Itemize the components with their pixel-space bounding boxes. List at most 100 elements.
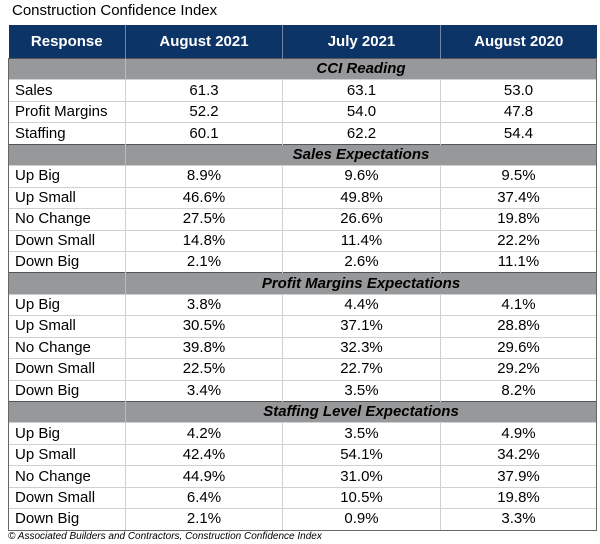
table-cell: 37.9% [440, 465, 597, 488]
table-cell: 4.1% [440, 293, 597, 316]
table-row: Down Big 2.1% 0.9% 3.3% [8, 508, 597, 531]
table-cell: 46.6% [125, 186, 283, 209]
section-row: Staffing Level Expectations [8, 400, 597, 423]
table-cell: 3.3% [440, 508, 597, 531]
table-cell: 54.1% [282, 443, 441, 466]
table-row: No Change 39.8% 32.3% 29.6% [8, 336, 597, 359]
table-cell: 19.8% [440, 208, 597, 230]
section-label: Profit Margins Expectations [125, 272, 597, 295]
header-august-2021: August 2021 [125, 25, 283, 59]
row-label: No Change [8, 208, 126, 230]
table-cell: 9.5% [440, 165, 597, 188]
table-cell: 32.3% [282, 336, 441, 359]
section-spacer [8, 272, 126, 295]
table-cell: 44.9% [125, 465, 283, 488]
table-cell: 37.4% [440, 186, 597, 209]
table-cell: 63.1 [282, 79, 441, 102]
table-row: Up Big 8.9% 9.6% 9.5% [8, 165, 597, 188]
header-response: Response [8, 25, 126, 59]
table-cell: 8.2% [440, 379, 597, 402]
header-july-2021: July 2021 [282, 25, 441, 59]
table-cell: 9.6% [282, 165, 441, 188]
table-cell: 37.1% [282, 315, 441, 338]
table-cell: 34.2% [440, 443, 597, 466]
cci-table: Response August 2021 July 2021 August 20… [8, 25, 597, 531]
copyright-footer: © Associated Builders and Contractors, C… [8, 531, 322, 542]
row-label: Down Small [8, 486, 126, 509]
table-row: Down Small 14.8% 11.4% 22.2% [8, 229, 597, 252]
header-row: Response August 2021 July 2021 August 20… [8, 25, 597, 59]
table-cell: 31.0% [282, 465, 441, 488]
table-cell: 8.9% [125, 165, 283, 188]
table-row: Down Small 6.4% 10.5% 19.8% [8, 486, 597, 509]
section-spacer [8, 57, 126, 80]
table-cell: 62.2 [282, 122, 441, 145]
table-cell: 54.4 [440, 122, 597, 145]
table-cell: 2.1% [125, 508, 283, 531]
table-cell: 2.6% [282, 250, 441, 273]
row-label: Sales [8, 79, 126, 102]
section-row: Profit Margins Expectations [8, 272, 597, 295]
table-cell: 19.8% [440, 486, 597, 509]
table-row: Down Big 2.1% 2.6% 11.1% [8, 250, 597, 273]
table-row: No Change 44.9% 31.0% 37.9% [8, 465, 597, 488]
table-cell: 47.8 [440, 100, 597, 123]
table-row: Up Big 4.2% 3.5% 4.9% [8, 422, 597, 445]
table-cell: 6.4% [125, 486, 283, 509]
table-cell: 4.4% [282, 293, 441, 316]
table-cell: 39.8% [125, 336, 283, 359]
row-label: Down Big [8, 508, 126, 531]
table-cell: 4.2% [125, 422, 283, 445]
row-label: Up Small [8, 443, 126, 466]
table-cell: 61.3 [125, 79, 283, 102]
table-row: Staffing 60.1 62.2 54.4 [8, 122, 597, 145]
section-label: Staffing Level Expectations [125, 400, 597, 423]
table-row: Sales 61.3 63.1 53.0 [8, 79, 597, 102]
section-row: CCI Reading [8, 57, 597, 80]
row-label: Down Big [8, 379, 126, 402]
row-label: Down Big [8, 250, 126, 273]
table-cell: 26.6% [282, 208, 441, 230]
table-row: Up Big 3.8% 4.4% 4.1% [8, 293, 597, 316]
table-row: Up Small 30.5% 37.1% 28.8% [8, 315, 597, 338]
table-cell: 60.1 [125, 122, 283, 145]
header-august-2020: August 2020 [440, 25, 597, 59]
section-spacer [8, 400, 126, 423]
table-cell: 53.0 [440, 79, 597, 102]
table-cell: 29.2% [440, 358, 597, 381]
table-row: Down Small 22.5% 22.7% 29.2% [8, 358, 597, 381]
table-row: Down Big 3.4% 3.5% 8.2% [8, 379, 597, 402]
table-cell: 28.8% [440, 315, 597, 338]
table-cell: 11.1% [440, 250, 597, 273]
row-label: Up Small [8, 186, 126, 209]
table-cell: 14.8% [125, 229, 283, 252]
section-label: Sales Expectations [125, 143, 597, 166]
table-row: Up Small 46.6% 49.8% 37.4% [8, 186, 597, 209]
table-title: Construction Confidence Index [12, 2, 218, 19]
row-label: Up Big [8, 293, 126, 316]
section-row: Sales Expectations [8, 143, 597, 166]
section-label: CCI Reading [125, 57, 597, 80]
section-spacer [8, 143, 126, 166]
row-label: No Change [8, 465, 126, 488]
table-cell: 11.4% [282, 229, 441, 252]
table-cell: 29.6% [440, 336, 597, 359]
table-row: Up Small 42.4% 54.1% 34.2% [8, 443, 597, 466]
row-label: Up Big [8, 422, 126, 445]
table-cell: 22.5% [125, 358, 283, 381]
table-cell: 0.9% [282, 508, 441, 531]
row-label: Down Small [8, 358, 126, 381]
table-cell: 3.5% [282, 379, 441, 402]
table-cell: 2.1% [125, 250, 283, 273]
table-cell: 10.5% [282, 486, 441, 509]
table-cell: 3.5% [282, 422, 441, 445]
row-label: Down Small [8, 229, 126, 252]
table-cell: 22.2% [440, 229, 597, 252]
table-cell: 22.7% [282, 358, 441, 381]
row-label: Up Big [8, 165, 126, 188]
table-cell: 54.0 [282, 100, 441, 123]
table-cell: 30.5% [125, 315, 283, 338]
table-cell: 3.8% [125, 293, 283, 316]
table-cell: 42.4% [125, 443, 283, 466]
row-label: No Change [8, 336, 126, 359]
